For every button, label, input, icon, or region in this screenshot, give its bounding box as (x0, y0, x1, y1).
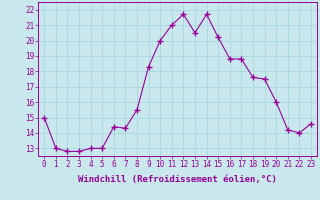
X-axis label: Windchill (Refroidissement éolien,°C): Windchill (Refroidissement éolien,°C) (78, 175, 277, 184)
